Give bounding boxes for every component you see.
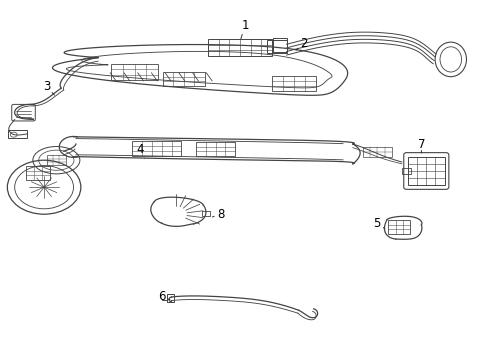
Text: 3: 3 — [43, 80, 54, 95]
Text: 5: 5 — [373, 217, 385, 230]
Bar — [132, 141, 181, 156]
Text: 6: 6 — [158, 291, 170, 303]
Bar — [208, 39, 272, 56]
Bar — [47, 155, 66, 165]
Bar — [26, 166, 50, 180]
Bar — [363, 147, 392, 157]
Bar — [167, 294, 174, 302]
Bar — [196, 142, 235, 156]
Bar — [388, 220, 411, 234]
Text: 7: 7 — [417, 138, 425, 153]
Bar — [402, 168, 411, 174]
Bar — [408, 157, 445, 185]
Bar — [163, 72, 205, 86]
Bar — [273, 38, 287, 52]
Bar — [8, 130, 27, 138]
Text: 2: 2 — [296, 37, 308, 50]
Text: 4: 4 — [136, 143, 145, 158]
Bar — [272, 76, 316, 91]
Bar — [202, 211, 210, 216]
Bar — [267, 40, 287, 53]
Text: 1: 1 — [241, 19, 249, 39]
Text: 8: 8 — [212, 208, 224, 221]
Bar — [112, 64, 158, 80]
